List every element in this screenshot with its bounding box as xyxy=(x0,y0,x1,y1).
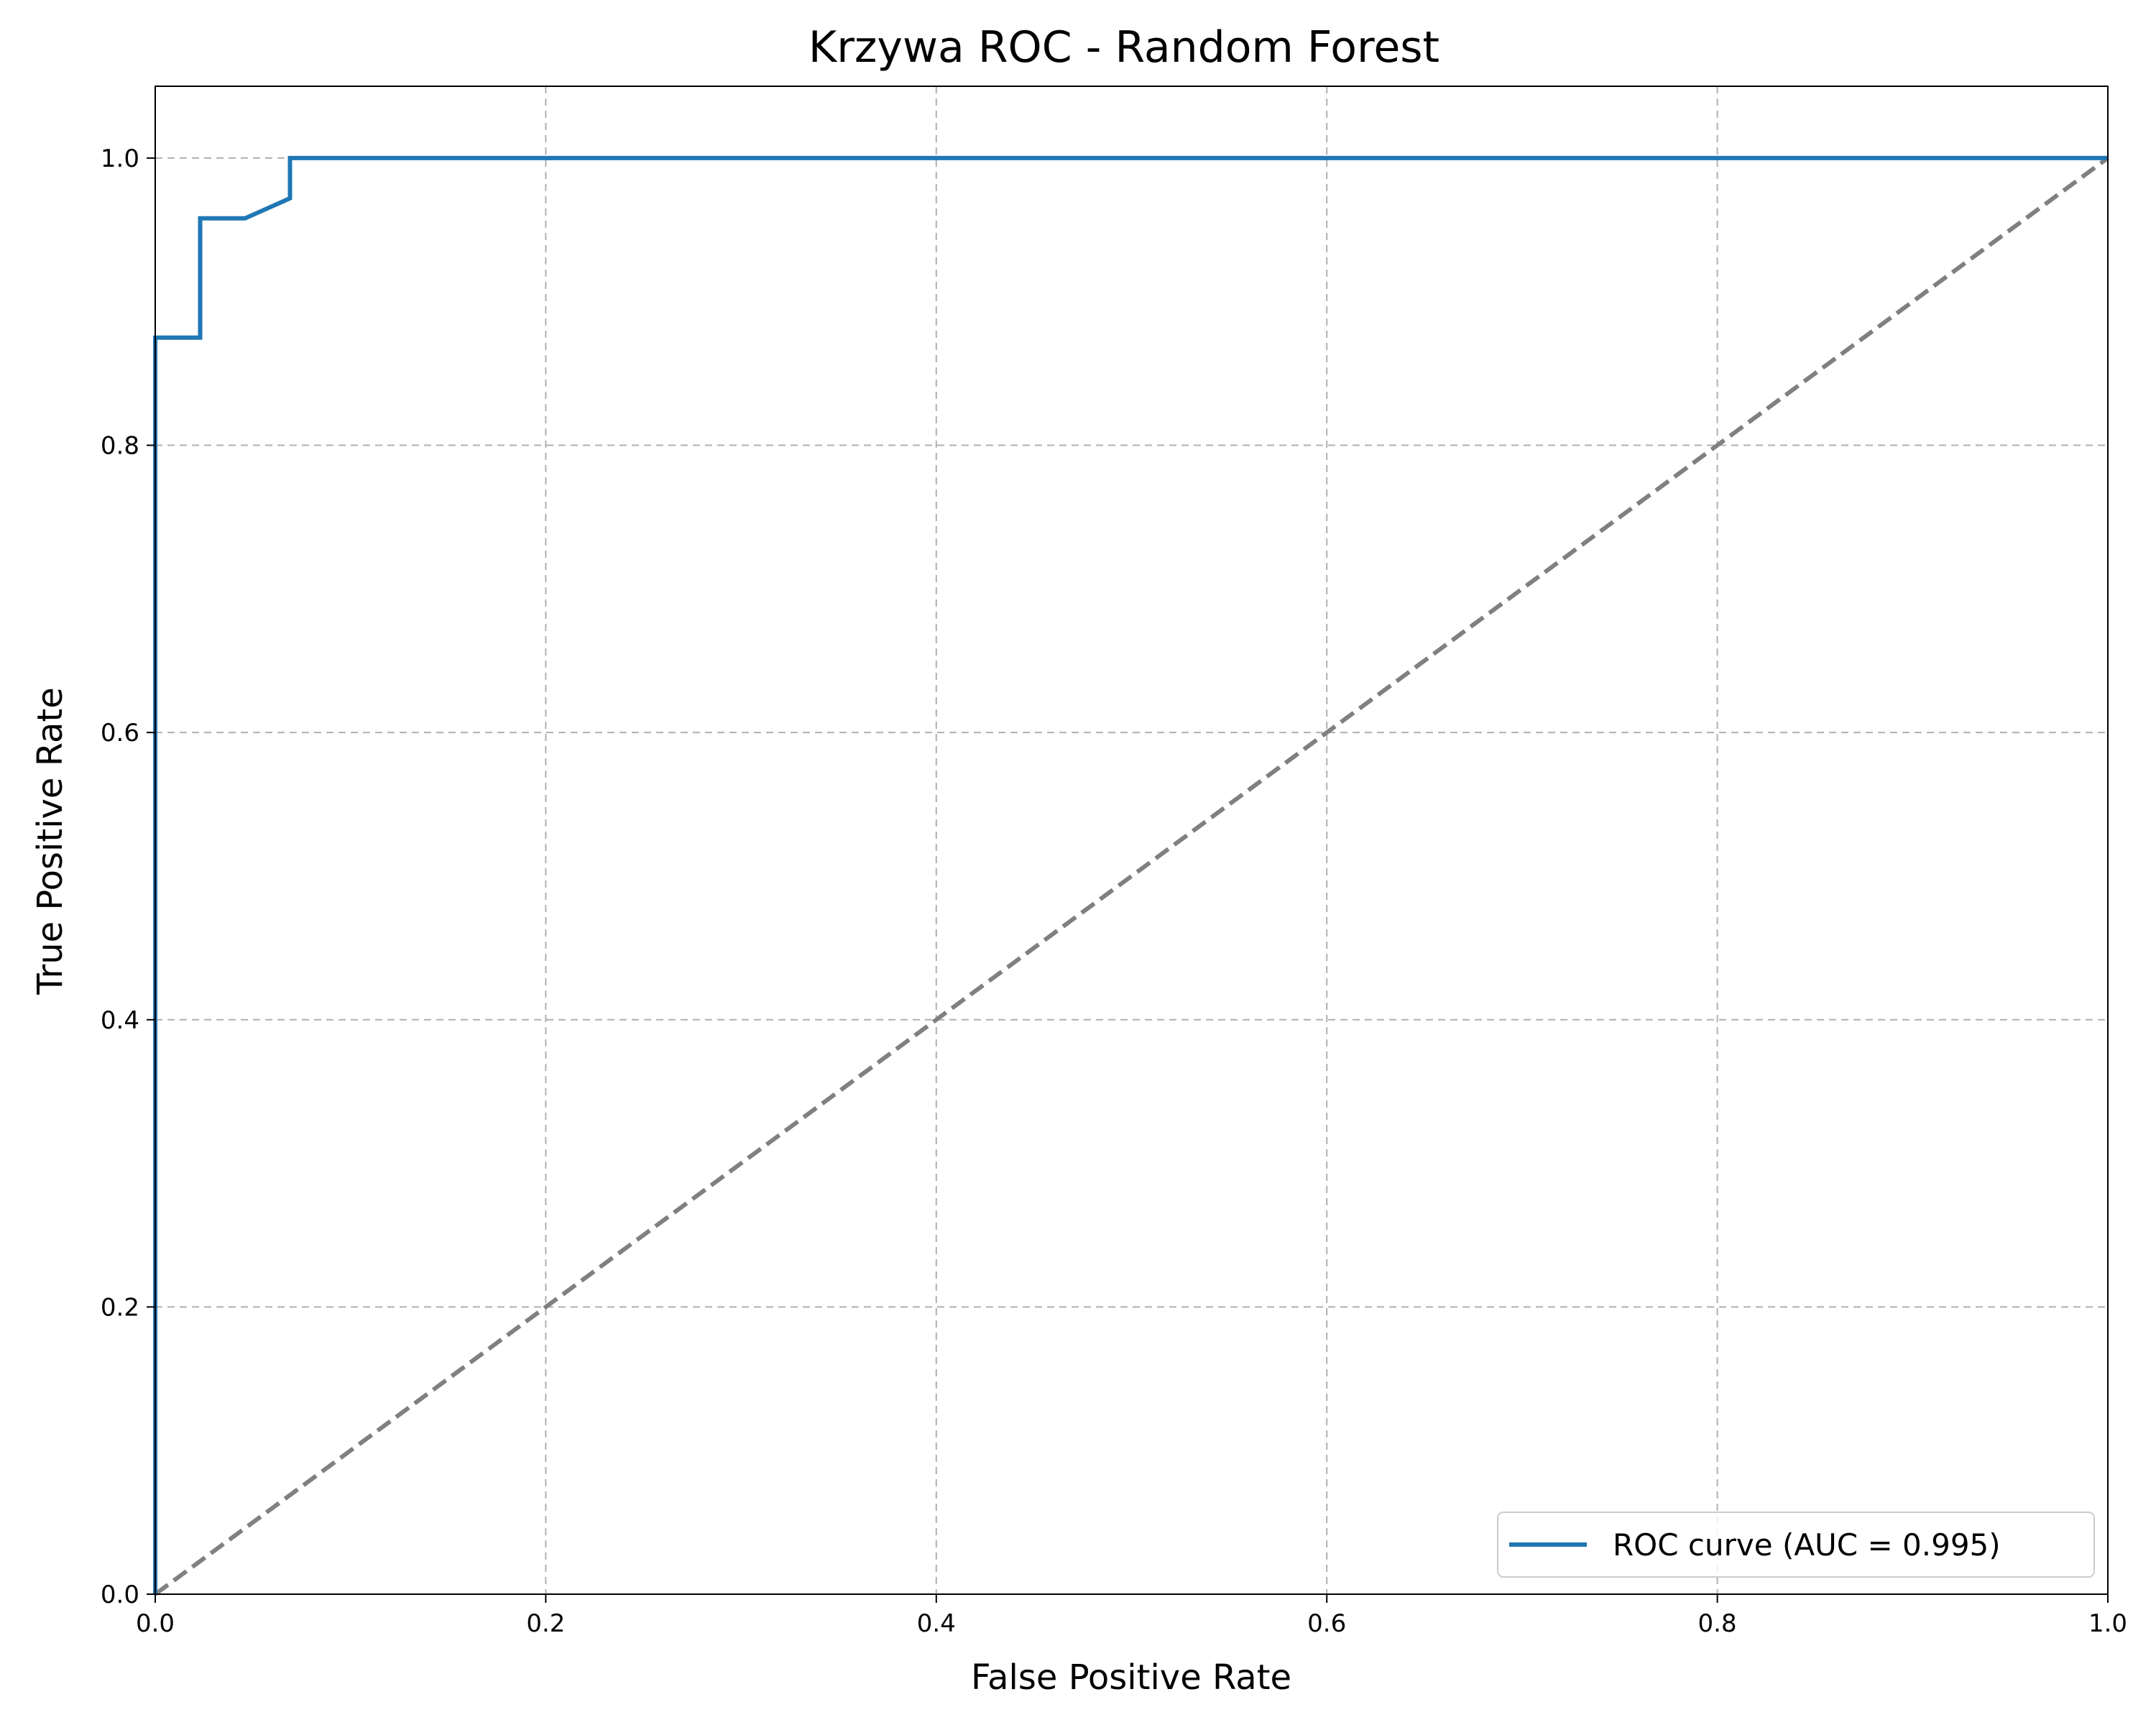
y-tick-label-0: 0.0 xyxy=(101,1581,139,1609)
chart-title: Krzywa ROC - Random Forest xyxy=(808,22,1439,73)
random-baseline-line xyxy=(154,156,2109,1596)
y-tick-label-4: 0.8 xyxy=(101,432,139,461)
axis-ticks: 0.0 0.2 0.4 0.6 0.8 1.0 0.0 0.2 0.4 0.6 0.8 1.0 xyxy=(101,144,2127,1638)
y-axis-label: True Positive Rate xyxy=(30,687,70,995)
x-tick-label-2: 0.4 xyxy=(917,1609,956,1638)
y-tick-label-1: 0.2 xyxy=(101,1293,139,1322)
legend-box xyxy=(1497,1512,2095,1578)
y-tick-label-2: 0.4 xyxy=(101,1006,139,1035)
x-tick-label-0: 0.0 xyxy=(136,1609,175,1638)
x-axis-label: False Positive Rate xyxy=(971,1657,1291,1698)
x-tick-label-3: 0.6 xyxy=(1307,1609,1346,1638)
x-tick-label-1: 0.2 xyxy=(526,1609,565,1638)
x-tick-label-5: 1.0 xyxy=(2088,1609,2127,1638)
legend-label-roc: ROC curve (AUC = 0.995) xyxy=(1613,1527,2001,1563)
legend: ROC curve (AUC = 0.995) xyxy=(1497,1512,2095,1578)
y-tick-label-5: 1.0 xyxy=(101,144,139,173)
plot-frame xyxy=(155,86,2109,1595)
x-tick-label-4: 0.8 xyxy=(1698,1609,1737,1638)
y-tick-label-3: 0.6 xyxy=(101,719,139,748)
roc-curve-line xyxy=(153,155,2108,1594)
series-lines xyxy=(153,155,2109,1596)
